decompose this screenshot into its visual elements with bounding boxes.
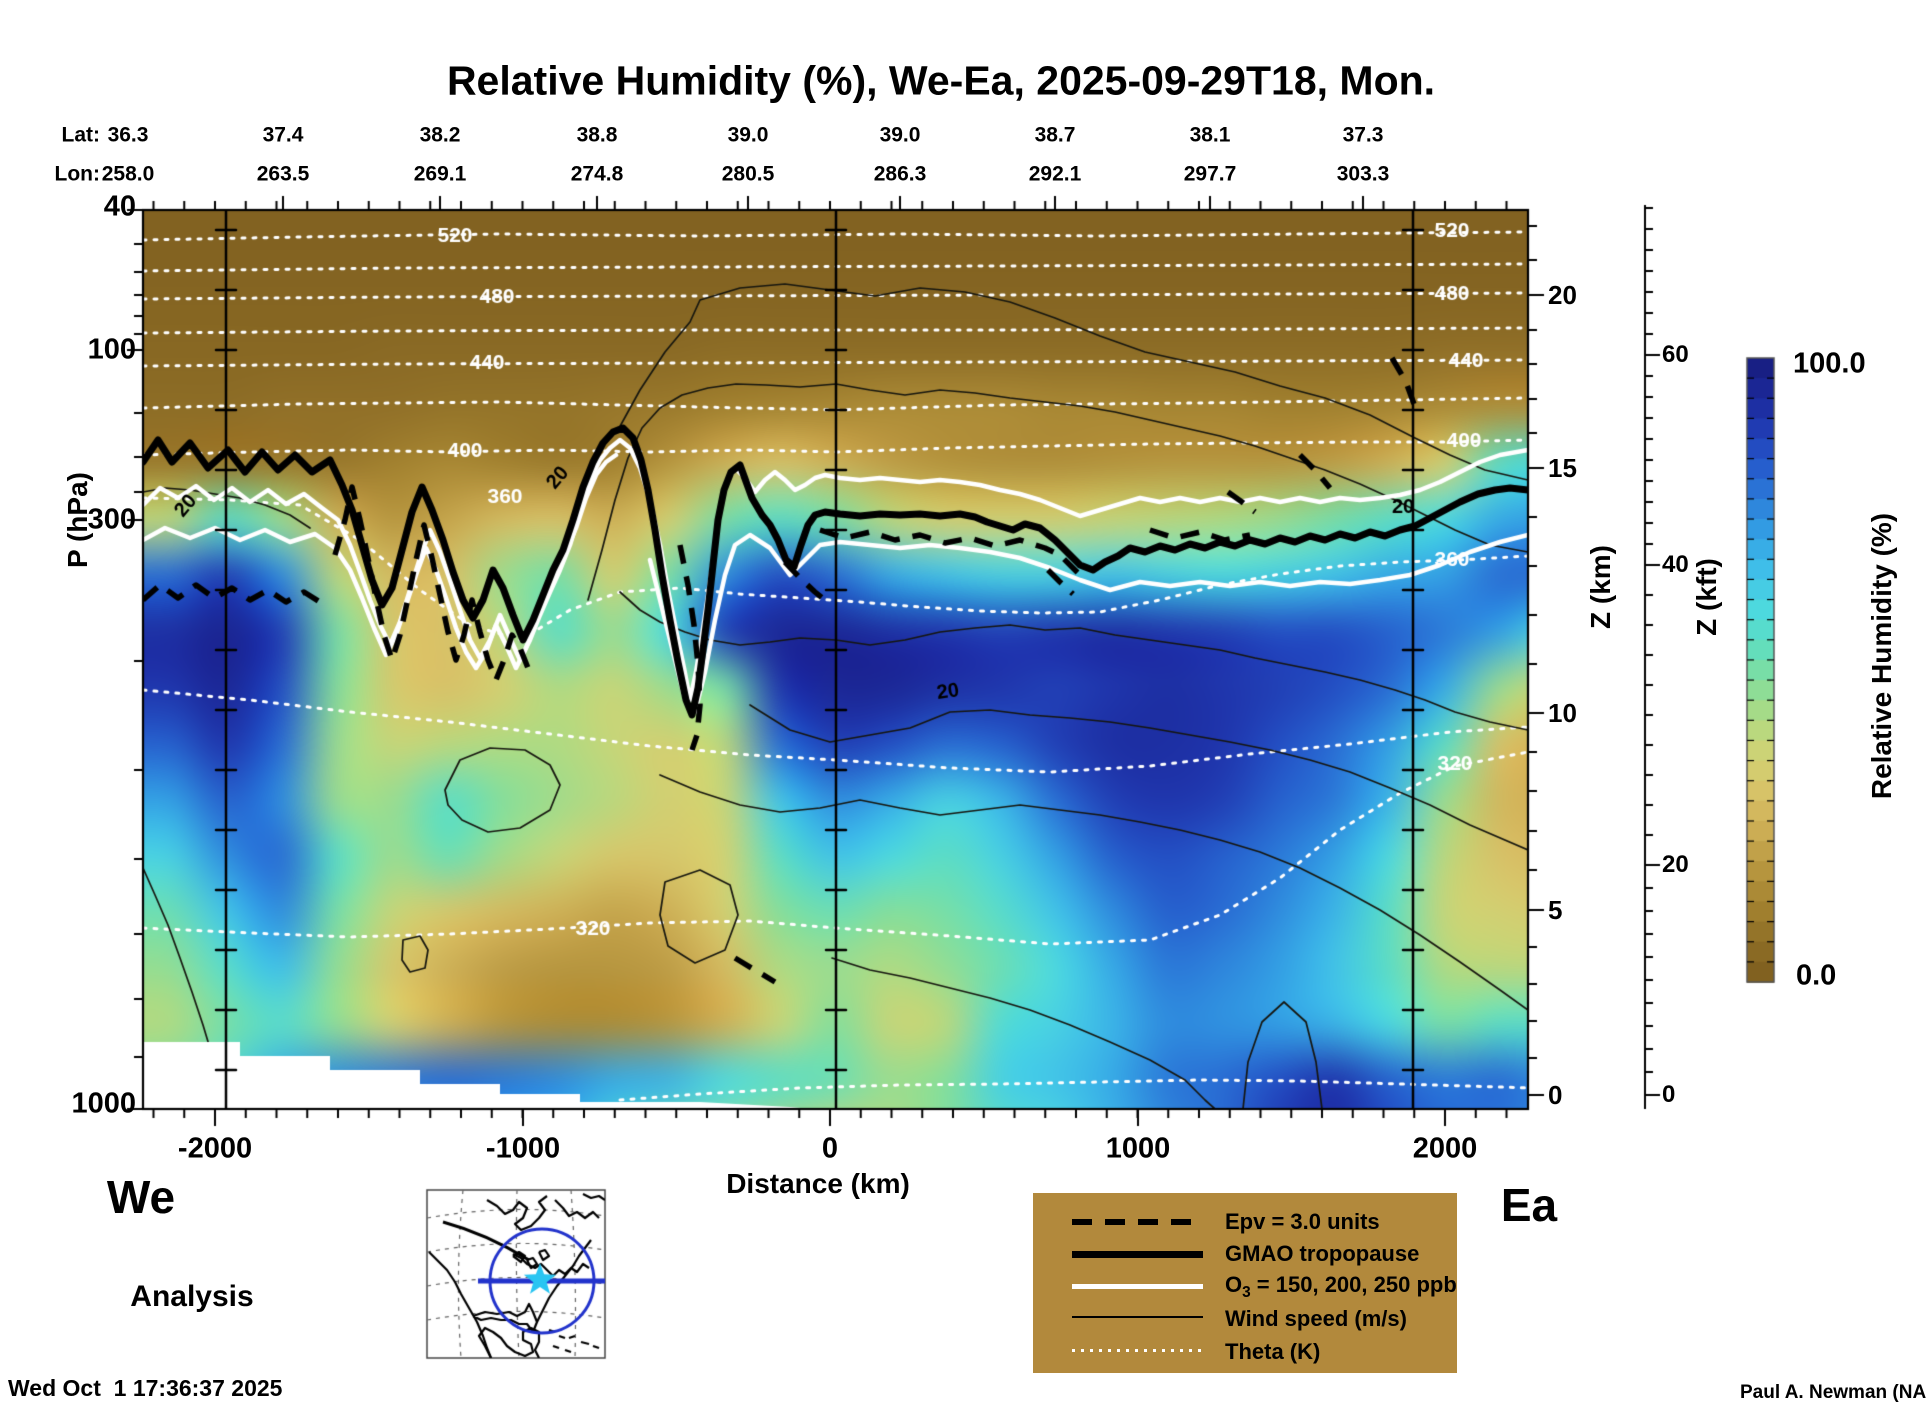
lat-row-label: Lat: xyxy=(61,123,101,147)
legend-box: Epv = 3.0 units GMAO tropopause O3 = 150, … xyxy=(1033,1193,1457,1373)
lon-value: 263.5 xyxy=(256,162,310,186)
east-endpoint-label: Ea xyxy=(1500,1179,1558,1231)
legend-item-label: Wind speed (m/s) xyxy=(1225,1306,1407,1331)
pressure-tick-label: 40 xyxy=(103,190,136,223)
colorbar-max-label: 100.0 xyxy=(1793,347,1866,380)
legend-line-sample-dotted-white xyxy=(1072,1349,1203,1352)
colorbar-min-label: 0.0 xyxy=(1796,959,1837,992)
z-kft-tick-label: 60 xyxy=(1662,341,1689,368)
pressure-tick-label: 100 xyxy=(87,333,136,366)
analysis-label: Analysis xyxy=(130,1280,254,1313)
z-kft-tick-label: 40 xyxy=(1662,551,1689,578)
distance-tick-label: 1000 xyxy=(1105,1132,1171,1165)
lat-value: 39.0 xyxy=(727,123,769,147)
legend-line-sample-thick-black xyxy=(1072,1251,1203,1258)
lat-value: 38.2 xyxy=(419,123,461,147)
z-kft-axis-title: Z (kft) xyxy=(1691,558,1722,636)
z-kft-tick-label: 20 xyxy=(1662,851,1689,878)
lat-value: 38.7 xyxy=(1034,123,1076,147)
lat-value: 37.3 xyxy=(1342,123,1384,147)
pressure-tick-label: 300 xyxy=(87,503,136,536)
west-endpoint-label: We xyxy=(106,1171,176,1223)
distance-tick-label: -2000 xyxy=(177,1132,253,1165)
z-km-axis-title: Z (km) xyxy=(1585,545,1616,629)
timestamp: Wed Oct 1 17:36:37 2025 xyxy=(8,1375,283,1401)
z-kft-tick-label: 0 xyxy=(1662,1081,1676,1108)
distance-tick-label: 0 xyxy=(821,1132,839,1165)
lon-value: 280.5 xyxy=(721,162,775,186)
lat-value: 37.4 xyxy=(262,123,304,147)
z-km-tick-label: 0 xyxy=(1548,1080,1563,1110)
lon-value: 292.1 xyxy=(1028,162,1082,186)
lon-value: 258.0 xyxy=(101,162,155,186)
pressure-tick-label: 1000 xyxy=(71,1087,136,1120)
distance-axis-title: Distance (km) xyxy=(726,1168,910,1199)
lon-row-label: Lon: xyxy=(54,162,100,186)
legend-line-sample-thick-white xyxy=(1072,1284,1203,1289)
lat-value: 38.1 xyxy=(1189,123,1231,147)
legend-line-sample-dashed-black xyxy=(1072,1219,1203,1225)
z-km-tick-label: 10 xyxy=(1548,698,1577,728)
z-km-tick-label: 15 xyxy=(1548,453,1577,483)
distance-tick-label: 2000 xyxy=(1412,1132,1478,1165)
page-title: Relative Humidity (%), We-Ea, 2025-09-29… xyxy=(446,57,1436,104)
legend-item-label: O3 = 150, 200, 250 ppb xyxy=(1225,1271,1457,1302)
lon-value: 269.1 xyxy=(413,162,467,186)
distance-tick-label: -1000 xyxy=(485,1132,561,1165)
lon-value: 297.7 xyxy=(1183,162,1237,186)
lat-value: 36.3 xyxy=(107,123,149,147)
legend-line-sample-thin-black xyxy=(1072,1316,1203,1318)
legend-item-label: GMAO tropopause xyxy=(1225,1241,1420,1266)
credit-attribution: Paul A. Newman (NASA xyxy=(1740,1382,1926,1403)
legend-item-label: Theta (K) xyxy=(1225,1339,1321,1364)
lat-value: 39.0 xyxy=(879,123,921,147)
lat-value: 38.8 xyxy=(576,123,618,147)
lon-value: 286.3 xyxy=(873,162,927,186)
lon-value: 303.3 xyxy=(1336,162,1390,186)
legend-item-label: Epv = 3.0 units xyxy=(1225,1209,1380,1234)
z-km-tick-label: 5 xyxy=(1548,895,1563,925)
lon-value: 274.8 xyxy=(570,162,624,186)
colorbar-title: Relative Humidity (%) xyxy=(1866,512,1897,800)
z-km-tick-label: 20 xyxy=(1548,280,1577,310)
